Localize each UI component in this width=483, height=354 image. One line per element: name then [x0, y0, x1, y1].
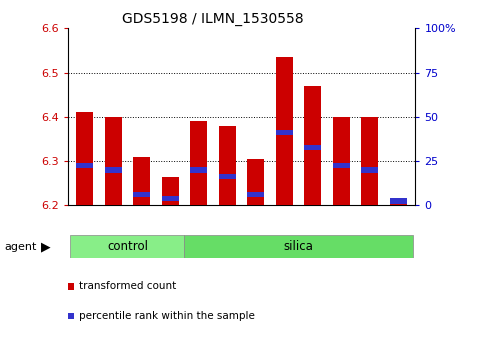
Bar [162, 177, 179, 205]
Bar [276, 57, 293, 205]
Bar [247, 159, 264, 205]
Bar [133, 192, 150, 197]
Bar [333, 117, 350, 205]
Bar [361, 117, 378, 205]
Text: silica: silica [284, 240, 313, 253]
Bar [219, 126, 236, 205]
Bar [390, 203, 407, 205]
Bar [390, 198, 407, 204]
Bar [219, 174, 236, 179]
Text: control: control [107, 240, 148, 253]
Bar [105, 117, 122, 205]
Bar [333, 163, 350, 168]
Bar [304, 86, 321, 205]
Text: transformed count: transformed count [79, 281, 176, 291]
Bar [190, 167, 207, 173]
Bar [76, 163, 93, 168]
Text: ▶: ▶ [41, 241, 51, 253]
Bar [276, 130, 293, 135]
Bar [190, 121, 207, 205]
Text: percentile rank within the sample: percentile rank within the sample [79, 311, 255, 321]
Bar [247, 192, 264, 197]
Bar [133, 157, 150, 205]
Text: agent: agent [5, 242, 37, 252]
Bar [185, 235, 412, 258]
Bar [162, 196, 179, 201]
Text: GDS5198 / ILMN_1530558: GDS5198 / ILMN_1530558 [122, 12, 303, 27]
Bar [71, 235, 185, 258]
Bar [304, 145, 321, 150]
Bar [361, 167, 378, 173]
Bar [76, 113, 93, 205]
Bar [105, 167, 122, 173]
